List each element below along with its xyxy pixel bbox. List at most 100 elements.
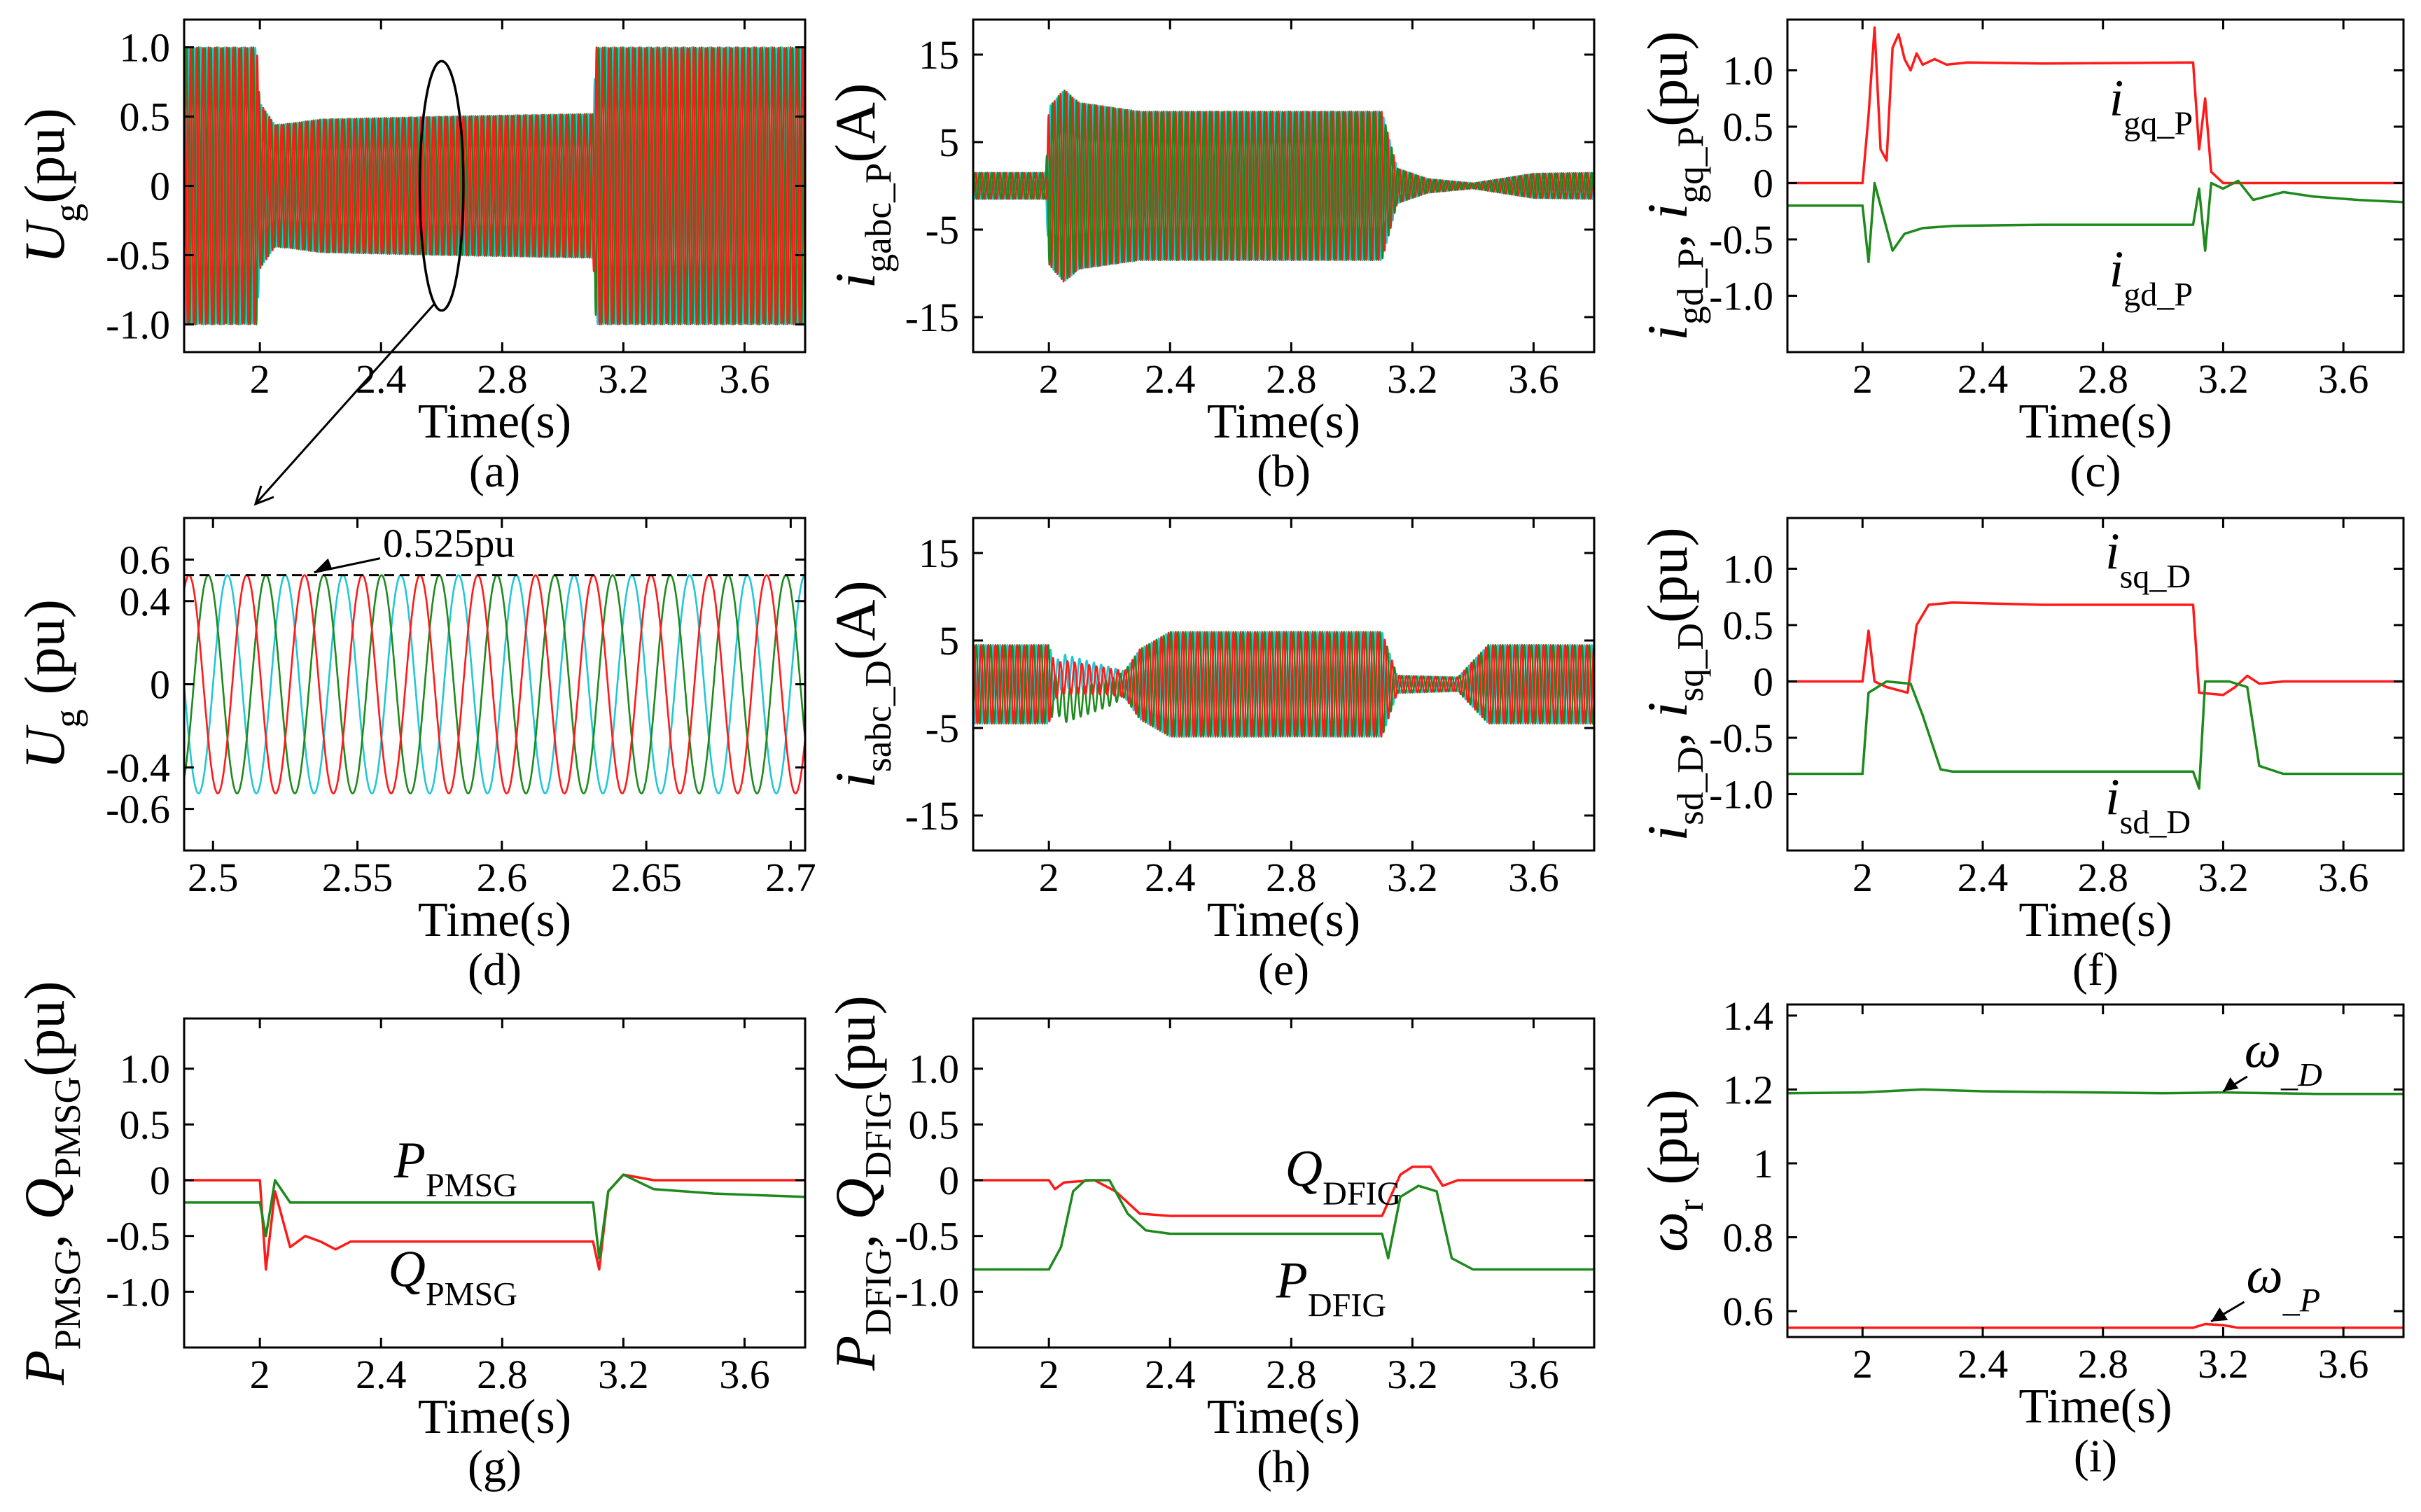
axes-frame-d [183, 517, 807, 852]
y-axis-label: igabc_P(A) [823, 83, 899, 289]
y-tick-label: -0.5 [895, 1214, 959, 1259]
series-label: QDFIG [1285, 1140, 1402, 1212]
y-tick-label: 0.5 [909, 1102, 960, 1147]
axes-frame-h [972, 1017, 1596, 1349]
y-tick-label: 0.5 [120, 1102, 171, 1147]
y-tick-label: 1.0 [120, 25, 171, 71]
panel-e: 2 2.4 2.8 3.2 3.6 15 5 -5 -15 Time(s)(e) isabc_D(A… [823, 517, 1596, 995]
zoom-arrow [254, 303, 435, 505]
y-axis-label: ωr (pu) [1635, 1089, 1711, 1252]
x-axis-label: Time(s) [2018, 893, 2172, 947]
y-tick-label: 1.0 [909, 1046, 960, 1092]
y-tick-label: 0.8 [1723, 1215, 1774, 1261]
series-label: ω_P [2246, 1247, 2320, 1320]
y-tick-label: -1.0 [1709, 273, 1773, 318]
panel-d: 0.525pu 2.5 2.55 2.6 2.65 2.7 0.60.4 0 -0.4-0.6 T… [13, 517, 816, 995]
plot-area-b [973, 89, 1594, 283]
x-tick-label: 3.2 [2198, 356, 2249, 402]
y-tick-label: -0.5 [106, 1214, 170, 1259]
x-tick-label: 2 [1039, 356, 1059, 402]
y-tick-label: -1.0 [106, 1269, 170, 1315]
y-tick-label: 0.4 [120, 579, 171, 624]
x-tick-label: 2.65 [611, 855, 682, 900]
x-tick-label: 2.4 [1958, 356, 2009, 402]
panel-caption: (f) [2072, 944, 2119, 995]
y-tick-label: -5 [926, 207, 959, 253]
x-tick-label: 3.6 [719, 356, 770, 402]
panel-h: 2 2.4 2.8 3.2 3.6 1.0 0.5 0 -0.5 -1.0 Time(s)(h) PD… [823, 995, 1596, 1492]
zoom-ellipse [418, 59, 465, 312]
x-axis-label: Time(s) [418, 893, 571, 947]
plot-area-a [184, 46, 805, 326]
x-tick-label: 3.2 [1387, 855, 1438, 900]
x-tick-label: 3.2 [598, 1352, 649, 1397]
panel-c: 2 2.4 2.8 3.2 3.6 1.0 0.5 0 -0.5 -1.0 Time(s)(c) ig… [1635, 18, 2405, 497]
y-tick-label: -0.5 [106, 232, 170, 278]
y-axis-label: isd_D, isq_D(pu) [1635, 527, 1711, 841]
series-i_gc_P [973, 89, 1594, 280]
y-axis-label: Ug(pu) [13, 108, 88, 264]
x-tick-label: 2 [1853, 356, 1873, 402]
series-i_sq_D [1787, 601, 2403, 696]
y-tick-label: 0.6 [120, 537, 171, 582]
y-tick-label: 0 [939, 1158, 959, 1203]
series-i_gd_P [1787, 179, 2403, 263]
series-label: isq_D [2105, 523, 2191, 595]
series-U_gc [184, 574, 805, 794]
panel-caption: (g) [468, 1441, 522, 1492]
panel-caption: (b) [1257, 446, 1311, 497]
y-tick-label: -5 [926, 706, 959, 751]
panel-i: 2 2.4 2.8 3.2 3.6 1.4 1.2 1 0.8 0.6 Time(s)(i) ωr (… [1635, 993, 2405, 1482]
series-label: isd_D [2105, 769, 2191, 841]
series-Q_DFIG [973, 1166, 1594, 1217]
y-tick-label: 0 [1753, 659, 1773, 704]
x-tick-label: 2 [250, 1352, 270, 1397]
zoom-arrowhead [253, 485, 274, 506]
x-tick-label: 2.4 [356, 356, 407, 402]
series-U_ga [184, 574, 805, 794]
x-tick-label: 3.2 [1387, 356, 1438, 402]
y-axis-label: PDFIG, QDFIG(pu) [823, 995, 899, 1371]
x-tick-label: 2.55 [322, 855, 393, 900]
x-tick-label: 2.5 [188, 855, 239, 900]
plot-area-g [184, 1173, 805, 1271]
axes-frame-f [1786, 517, 2405, 852]
y-tick-label: 5 [939, 618, 959, 664]
axes-frame-g [183, 1017, 807, 1349]
axes-frame-i [1786, 1003, 2405, 1338]
x-tick-label: 2.6 [477, 855, 528, 900]
series-U_gc [184, 46, 805, 326]
x-tick-label: 2 [1039, 1352, 1059, 1397]
y-tick-label: 1.0 [120, 1046, 171, 1092]
axes-frame-b [972, 18, 1596, 354]
x-tick-label: 3.2 [1387, 1352, 1438, 1397]
x-tick-label: 2.8 [2077, 356, 2128, 402]
x-tick-label: 2.8 [2077, 1341, 2128, 1387]
x-axis-label: Time(s) [2018, 395, 2172, 449]
x-axis-label: Time(s) [1207, 893, 1360, 947]
series-label: PPMSG [393, 1132, 517, 1204]
x-tick-label: 2.8 [1266, 356, 1317, 402]
panel-caption: (c) [2070, 446, 2121, 497]
panel-caption: (e) [1258, 944, 1309, 995]
x-axis-label: Time(s) [2018, 1380, 2172, 1434]
x-tick-label: 2.4 [1145, 1352, 1196, 1397]
y-tick-label: 0 [150, 1158, 170, 1203]
y-tick-label: 1.0 [1723, 546, 1774, 592]
y-tick-label: -0.5 [1709, 715, 1773, 761]
y-tick-label: 1.2 [1723, 1067, 1774, 1112]
x-tick-label: 2.8 [1266, 855, 1317, 900]
x-axis-label: Time(s) [1207, 1390, 1360, 1444]
x-tick-label: 2.4 [1958, 1341, 2009, 1387]
x-tick-label: 3.2 [598, 356, 649, 402]
x-tick-label: 2 [1853, 1341, 1873, 1387]
y-tick-label: -0.6 [106, 787, 170, 832]
y-tick-label: -1.0 [1709, 771, 1773, 817]
series-label: PDFIG [1276, 1252, 1386, 1324]
y-tick-label: 15 [919, 531, 959, 576]
axes-frame-c [1786, 18, 2405, 354]
x-tick-label: 2.7 [765, 855, 816, 900]
series-i_sc_D [973, 631, 1594, 738]
series-label: igq_P [2109, 70, 2193, 142]
y-tick-label: -0.4 [106, 745, 170, 790]
